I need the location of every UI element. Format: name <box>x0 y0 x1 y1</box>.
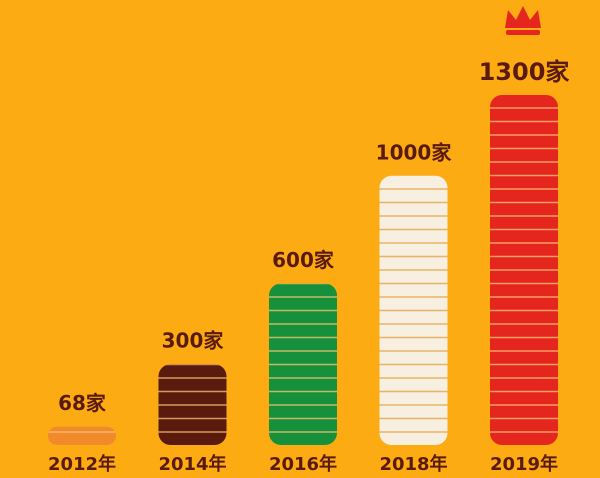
bar <box>48 426 116 445</box>
value-label: 600家 <box>272 248 335 272</box>
x-tick-label: 2019年 <box>490 453 558 475</box>
x-tick-label: 2014年 <box>158 453 226 475</box>
x-tick-label: 2012年 <box>48 453 116 475</box>
x-tick-label: 2018年 <box>379 453 447 475</box>
x-tick-label: 2016年 <box>269 453 337 475</box>
bar-stripes <box>158 364 227 433</box>
crown-icon <box>505 6 541 35</box>
value-label: 300家 <box>162 329 225 353</box>
bar-stripes <box>379 188 448 433</box>
bar-stripes <box>269 283 337 433</box>
value-label: 1300家 <box>479 58 570 86</box>
value-label: 1000家 <box>376 140 453 164</box>
value-label: 68家 <box>58 391 107 415</box>
bar-stripes <box>490 107 558 433</box>
